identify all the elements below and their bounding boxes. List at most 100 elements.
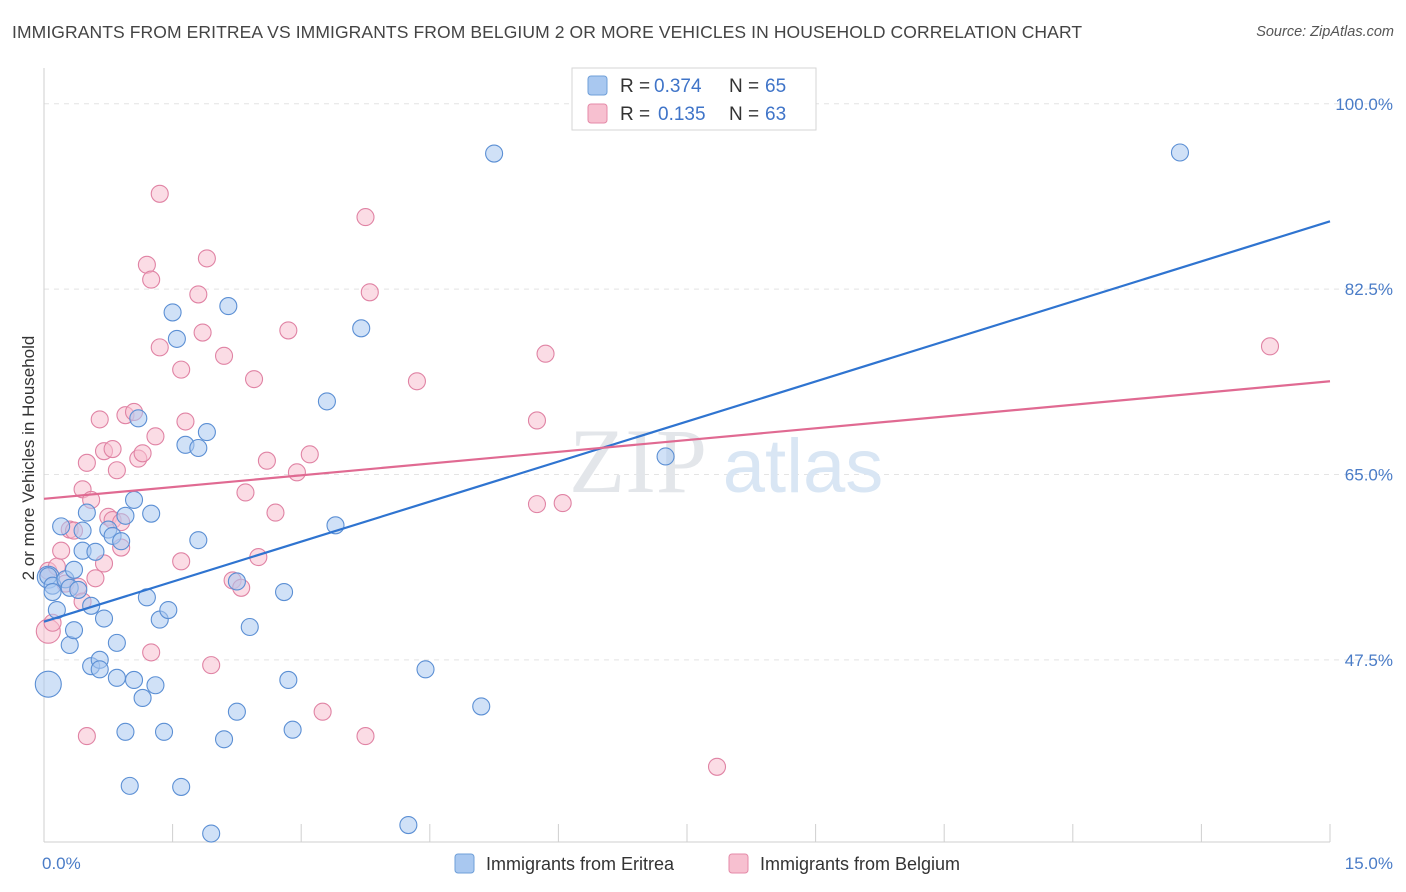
point-eritrea	[189, 531, 208, 550]
point-belgium	[266, 503, 285, 522]
point-belgium	[360, 283, 379, 302]
point-eritrea	[472, 697, 491, 716]
point-eritrea	[172, 777, 191, 796]
point-belgium	[77, 727, 96, 746]
point-belgium	[142, 270, 161, 289]
point-eritrea	[124, 670, 144, 690]
point-eritrea	[34, 670, 62, 698]
point-belgium	[202, 656, 221, 675]
point-belgium	[527, 495, 547, 514]
source-label: Source: ZipAtlas.com	[1256, 24, 1394, 40]
y-tick-label: 47.5%	[1345, 651, 1393, 670]
point-belgium	[193, 323, 212, 342]
point-eritrea	[163, 303, 182, 322]
point-eritrea	[154, 722, 174, 741]
point-eritrea	[227, 572, 246, 591]
point-belgium	[356, 727, 375, 746]
point-belgium	[1260, 337, 1280, 356]
point-eritrea	[90, 660, 109, 679]
point-eritrea	[317, 392, 336, 411]
y-axis-title: 2 or more Vehicles in Household	[19, 336, 38, 581]
point-eritrea	[116, 722, 135, 741]
point-belgium	[356, 208, 375, 227]
legend-r-value-belgium: 0.135	[658, 104, 706, 125]
trend-line-eritrea	[43, 220, 1331, 623]
point-eritrea	[159, 600, 178, 620]
trend-lines	[43, 220, 1331, 623]
point-belgium	[536, 344, 555, 363]
legend-r-value-eritrea: 0.374	[654, 76, 702, 97]
point-eritrea	[82, 596, 101, 615]
x-tick-label-right: 15.0%	[1345, 854, 1393, 873]
point-eritrea	[129, 409, 148, 428]
point-belgium	[407, 372, 426, 391]
point-belgium	[133, 444, 152, 463]
legend-n-value-belgium: 63	[765, 104, 786, 125]
point-belgium	[86, 569, 105, 588]
point-eritrea	[77, 503, 96, 522]
point-eritrea	[279, 670, 298, 690]
point-belgium	[189, 285, 208, 304]
point-eritrea	[124, 490, 144, 509]
point-belgium	[197, 249, 216, 268]
point-belgium	[244, 370, 264, 389]
trend-line-belgium	[43, 380, 1331, 500]
point-eritrea	[69, 580, 88, 599]
point-eritrea	[240, 617, 259, 637]
point-belgium	[77, 453, 96, 472]
point-eritrea	[283, 720, 302, 739]
point-belgium	[236, 483, 255, 502]
point-belgium	[214, 346, 234, 365]
point-eritrea	[116, 506, 135, 525]
bottom-legend: Immigrants from Eritrea Immigrants from …	[454, 853, 960, 874]
point-eritrea	[197, 423, 216, 442]
point-eritrea	[416, 660, 435, 679]
point-eritrea	[94, 609, 114, 628]
x-tick-label-left: 0.0%	[42, 854, 81, 873]
point-eritrea	[107, 633, 126, 652]
legend-r-label-belgium: R =	[620, 104, 650, 125]
point-belgium	[553, 494, 572, 513]
y-tick-label: 82.5%	[1345, 280, 1393, 299]
point-belgium	[172, 360, 191, 379]
axes	[43, 68, 1331, 843]
point-eritrea	[485, 144, 504, 163]
point-eritrea	[227, 702, 246, 721]
point-belgium	[287, 463, 306, 482]
y-tick-label: 100.0%	[1335, 95, 1393, 114]
point-eritrea	[73, 521, 92, 540]
point-eritrea	[219, 297, 238, 316]
bottom-legend-label-eritrea: Immigrants from Eritrea	[486, 854, 675, 874]
point-eritrea	[399, 816, 418, 835]
point-eritrea	[275, 582, 294, 602]
point-eritrea	[64, 560, 84, 579]
point-eritrea	[1170, 143, 1190, 162]
point-belgium	[707, 757, 727, 776]
point-belgium	[103, 440, 122, 459]
bottom-legend-label-belgium: Immigrants from Belgium	[760, 854, 960, 874]
point-eritrea	[214, 730, 234, 749]
legend-n-value-eritrea: 65	[765, 76, 786, 97]
point-eritrea	[189, 438, 208, 458]
point-eritrea	[656, 447, 675, 466]
point-belgium	[257, 451, 276, 470]
point-eritrea	[167, 329, 186, 348]
bottom-legend-swatch-eritrea	[454, 853, 475, 874]
bottom-legend-swatch-belgium	[728, 853, 749, 874]
legend-swatch-eritrea	[587, 75, 608, 96]
point-belgium	[172, 552, 191, 571]
watermark: ZIP atlas	[569, 410, 883, 512]
legend-n-label-eritrea: N =	[729, 76, 759, 97]
point-belgium	[142, 643, 161, 662]
point-eritrea	[112, 532, 131, 551]
legend-r-label-eritrea: R =	[620, 76, 650, 97]
point-eritrea	[352, 319, 371, 338]
point-belgium	[300, 445, 319, 464]
point-belgium	[176, 412, 195, 431]
point-belgium	[527, 411, 547, 430]
point-eritrea	[107, 668, 126, 687]
point-eritrea	[43, 582, 62, 602]
point-eritrea	[86, 542, 105, 561]
x-tick-labels: 0.0% 15.0%	[42, 854, 1393, 873]
